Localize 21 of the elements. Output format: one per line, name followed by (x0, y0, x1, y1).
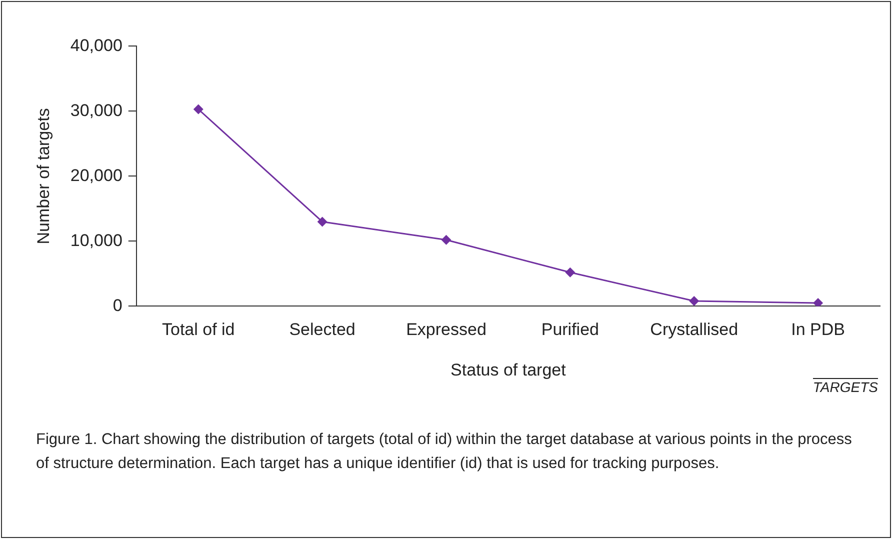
x-tick-label: Total of id (162, 320, 235, 340)
point (441, 234, 452, 245)
point (565, 267, 576, 278)
point (813, 298, 824, 306)
x-tick-label: Selected (289, 320, 356, 340)
x-axis-title: Status of target (450, 360, 566, 380)
point (193, 104, 204, 114)
y-tick-label: 40,000 (70, 36, 122, 55)
y-tick-label: 20,000 (70, 166, 122, 185)
caption: Figure 1. Chart showing the distribution of targets (total of id) within the target database at various points in the process of structure determination. Each target has a unique identifier (id) that is used for tracking purposes. (36, 430, 853, 474)
y-tick-label: 30,000 (70, 100, 122, 120)
x-tick-label: Expressed (406, 320, 486, 340)
point (689, 296, 700, 306)
point (317, 216, 328, 227)
x-tick-label: In PDB (791, 320, 845, 340)
text: TARGETS (812, 378, 878, 395)
x-tick-label: Purified (541, 320, 599, 340)
y-tick-label: 10,000 (70, 230, 122, 250)
y-tick-label: 0 (112, 296, 122, 315)
y-axis-title: Number of targets (34, 108, 53, 244)
x-tick-label: Crystallised (650, 320, 738, 340)
